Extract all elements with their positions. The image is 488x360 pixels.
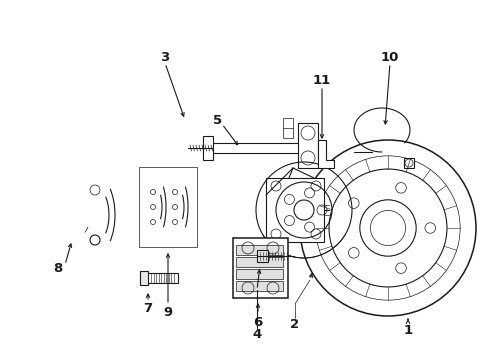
Text: 10: 10 (380, 50, 398, 63)
Polygon shape (403, 158, 413, 168)
Polygon shape (140, 273, 178, 283)
Polygon shape (140, 271, 148, 285)
Polygon shape (236, 269, 283, 279)
Text: 8: 8 (53, 261, 62, 274)
Polygon shape (236, 281, 283, 291)
Polygon shape (317, 140, 333, 168)
Polygon shape (265, 178, 324, 242)
Polygon shape (236, 245, 283, 255)
Text: 2: 2 (290, 319, 299, 332)
Polygon shape (203, 143, 312, 153)
Text: 1: 1 (403, 324, 412, 337)
Text: 7: 7 (143, 302, 152, 315)
Bar (139, 167, 197, 247)
Text: 11: 11 (312, 73, 330, 86)
Text: 5: 5 (213, 113, 222, 126)
Polygon shape (236, 257, 283, 267)
Text: 3: 3 (160, 50, 169, 63)
Text: 4: 4 (252, 328, 261, 342)
Text: 6: 6 (253, 315, 262, 328)
Polygon shape (283, 118, 292, 138)
Polygon shape (203, 136, 213, 160)
Polygon shape (232, 238, 287, 298)
Text: 9: 9 (163, 306, 172, 319)
Polygon shape (257, 250, 267, 262)
Polygon shape (297, 123, 317, 168)
